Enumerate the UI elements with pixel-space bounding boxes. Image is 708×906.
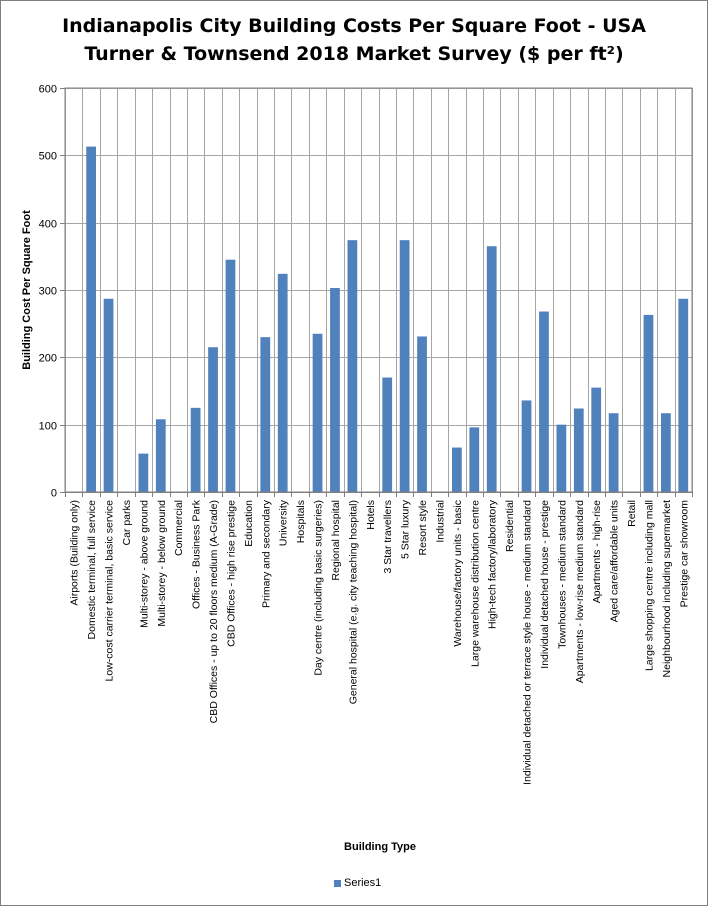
chart-title: Indianapolis City Building Costs Per Squ…: [0, 12, 708, 68]
x-tick-label: Offices - Business Park: [191, 499, 203, 609]
x-tick-label: Low-cost carrier terminal, basic service: [104, 500, 116, 682]
x-tick-label: Airports (Building only): [69, 500, 81, 606]
x-tick-label: Individual detached or terrace style hou…: [522, 500, 534, 785]
bar: [556, 424, 567, 492]
bar: [86, 146, 97, 492]
y-tick-label: 300: [39, 286, 57, 298]
bar: [486, 246, 497, 492]
bar: [138, 453, 149, 492]
legend-label: Series1: [344, 877, 382, 889]
axes: [60, 87, 693, 497]
bar: [521, 400, 532, 492]
bar: [155, 419, 166, 492]
x-tick-label: Primary and secondary: [260, 499, 272, 608]
bar: [573, 408, 584, 492]
x-tick-label: Education: [243, 500, 255, 547]
bar: [417, 336, 427, 492]
bar: [190, 407, 201, 492]
chart-title-line-2: Turner & Townsend 2018 Market Survey ($ …: [84, 43, 624, 65]
bar: [347, 240, 358, 492]
x-tick-label: 3 Star travellers: [382, 500, 394, 574]
x-tick-label: Large warehouse distribution centre: [469, 500, 481, 667]
y-tick-labels: 0 100 200 300 400 500 600: [39, 84, 57, 500]
bar: [608, 413, 619, 492]
x-tick-label: Car parks: [121, 500, 133, 546]
x-tick-label: Apartments - high-rise: [591, 500, 603, 603]
x-tick-label: Retail: [626, 500, 638, 527]
x-tick-label: Large shopping centre including mall: [644, 500, 656, 671]
x-tick-label: CBD Offices - high rise prestige: [226, 500, 238, 647]
bar: [382, 377, 393, 492]
bar: [591, 387, 602, 492]
x-tick-label: Residential: [504, 500, 516, 552]
x-tick-label: Prestige car showroom: [678, 500, 690, 608]
y-tick-label: 100: [39, 421, 57, 433]
x-tick-label: General hospital (e.g. city teaching hos…: [347, 500, 359, 704]
x-tick-label: Apartments - low-rise medium standard: [574, 500, 586, 683]
x-tick-label: Neighbourhood including supermarket: [661, 500, 673, 678]
x-tick-labels: Airports (Building only) Domestic termina…: [69, 499, 691, 785]
legend-swatch: [334, 879, 341, 887]
x-tick-label: 5 Star luxury: [400, 499, 412, 559]
x-tick-label: Day centre (including basic surgeries): [313, 500, 325, 676]
bar: [277, 273, 288, 492]
x-tick-label: Regional hospital: [330, 500, 342, 581]
x-tick-label: Hotels: [365, 500, 377, 530]
x-tick-label: Aged care/affordable units: [609, 500, 621, 622]
x-tick-label: Multi-storey - above ground: [138, 500, 150, 628]
legend: Series1: [334, 877, 381, 889]
bar: [399, 240, 410, 492]
bar: [451, 447, 462, 492]
x-tick-label: University: [278, 499, 290, 546]
x-tick-label: Domestic terminal, full service: [86, 500, 98, 640]
bar: [539, 311, 549, 492]
x-tick-label: Commercial: [173, 500, 185, 556]
x-tick-label: Townhouses - medium standard: [556, 500, 568, 649]
y-tick-label: 400: [39, 219, 57, 231]
x-tick-label: Hospitals: [295, 500, 307, 543]
x-tick-label: Warehouse/factory units - basic: [452, 500, 464, 647]
y-tick-label: 200: [39, 353, 57, 365]
bar: [330, 287, 340, 492]
bar: [643, 314, 654, 492]
bar: [225, 259, 236, 492]
bars: [86, 146, 689, 492]
x-tick-label: CBD Offices - up to 20 floors medium (A-…: [208, 500, 220, 723]
bar: [678, 298, 689, 492]
bar: [469, 427, 480, 492]
x-tick-label: Individual detached house - prestige: [539, 500, 551, 669]
bar: [660, 413, 671, 492]
chart-title-line-1: Indianapolis City Building Costs Per Squ…: [62, 15, 646, 37]
x-tick-label: Resort style: [417, 500, 429, 556]
y-tick-label: 500: [39, 151, 57, 163]
y-tick-label: 0: [51, 488, 57, 500]
bar: [103, 298, 114, 492]
x-axis-label: Building Type: [344, 841, 416, 853]
y-tick-label: 600: [39, 84, 57, 96]
x-tick-label: High-tech factory/laboratory: [487, 499, 499, 629]
y-axis-label: Building Cost Per Square Foot: [21, 210, 33, 370]
bar: [208, 347, 218, 492]
x-tick-label: Industrial: [435, 500, 447, 543]
bar: [312, 333, 323, 492]
bar: [260, 337, 271, 492]
x-tick-label: Multi-storey - below ground: [156, 500, 168, 627]
